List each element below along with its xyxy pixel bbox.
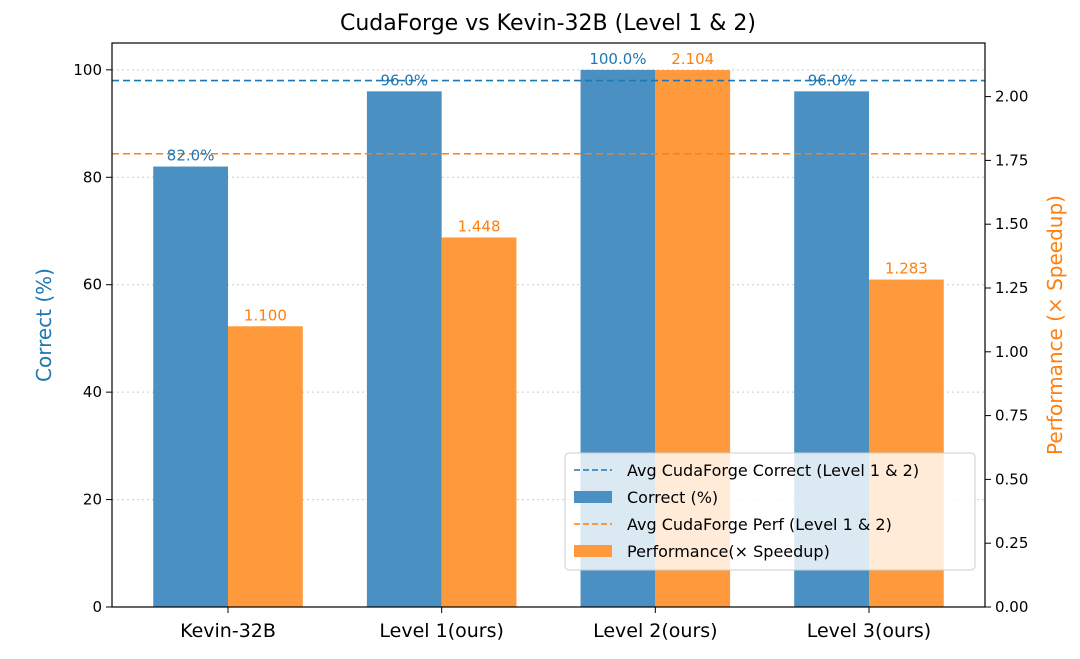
y-axis-label-left: Correct (%) — [32, 268, 56, 382]
data-label: 96.0% — [380, 71, 428, 89]
legend-box — [564, 452, 976, 571]
bar-correct — [366, 91, 442, 608]
y-tick-label-right: 1.00 — [995, 343, 1028, 361]
data-label: 1.100 — [244, 306, 287, 324]
legend-label: Correct (%) — [627, 488, 718, 507]
data-label: 1.448 — [458, 217, 501, 235]
y-tick-label-left: 80 — [83, 168, 102, 186]
legend-patch-swatch — [574, 545, 612, 557]
data-label: 96.0% — [808, 71, 856, 89]
x-tick-label: Level 2(ours) — [593, 620, 717, 642]
legend-label: Avg CudaForge Perf (Level 1 & 2) — [627, 515, 892, 534]
x-tick-label: Kevin-32B — [180, 620, 276, 642]
legend-label: Performance(× Speedup) — [627, 542, 830, 561]
y-tick-label-right: 1.50 — [995, 215, 1028, 233]
data-label: 1.283 — [885, 260, 928, 278]
x-tick-label: Level 1(ours) — [379, 620, 503, 642]
data-label: 82.0% — [167, 147, 215, 165]
y-tick-label-left: 60 — [83, 276, 102, 294]
y-tick-label-left: 40 — [83, 383, 102, 401]
legend-patch-swatch — [574, 491, 612, 503]
legend: Avg CudaForge Correct (Level 1 & 2) Corre… — [564, 452, 976, 571]
bar-performance — [228, 326, 303, 607]
y-tick-label-right: 0.75 — [995, 407, 1028, 425]
chart-title: CudaForge vs Kevin-32B (Level 1 & 2) — [340, 11, 756, 36]
legend-label: Avg CudaForge Correct (Level 1 & 2) — [627, 461, 919, 480]
y-tick-label-left: 0 — [92, 598, 102, 616]
y-tick-label-left: 20 — [83, 491, 102, 509]
y-tick-label-right: 0.50 — [995, 470, 1028, 488]
plot-frame — [111, 42, 986, 608]
data-label: 2.104 — [671, 50, 714, 68]
y-axis-label-right: Performance (× Speedup) — [1043, 195, 1067, 455]
x-tick-label: Level 3(ours) — [807, 620, 931, 642]
bar-correct — [153, 166, 229, 608]
y-tick-label-right: 0.00 — [995, 598, 1028, 616]
y-tick-label-right: 1.25 — [995, 279, 1028, 297]
y-tick-label-right: 2.00 — [995, 88, 1028, 106]
data-label: 100.0% — [589, 50, 646, 68]
y-tick-label-left: 100 — [73, 61, 102, 79]
y-tick-label-right: 1.75 — [995, 151, 1028, 169]
y-tick-label-right: 0.25 — [995, 534, 1028, 552]
bar-performance — [441, 237, 517, 608]
